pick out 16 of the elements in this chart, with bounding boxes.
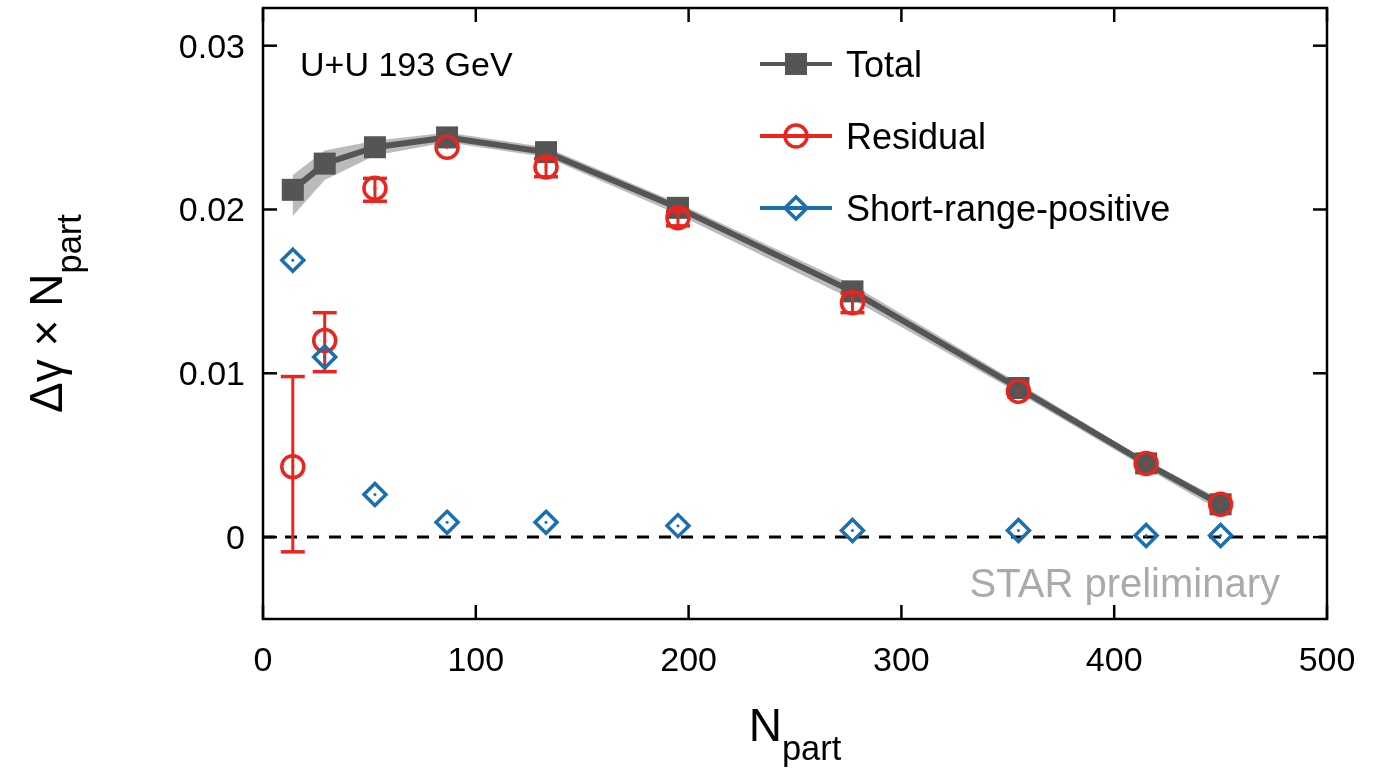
y-tick-label: 0.03	[178, 26, 245, 65]
legend-label: Short-range-positive	[846, 188, 1171, 229]
x-tick-label: 200	[660, 640, 717, 678]
x-tick-label: 0	[253, 640, 273, 678]
y-tick-label: 0.01	[178, 354, 245, 393]
y-tick-label: 0	[226, 518, 245, 557]
x-axis-title: N$_{part}$	[748, 699, 842, 767]
legend-label: Total	[846, 44, 923, 85]
annotation: STAR preliminary	[969, 561, 1280, 605]
x-tick-label: 500	[1298, 640, 1356, 678]
x-tick-label: 400	[1085, 640, 1143, 678]
legend-label: Residual	[846, 116, 987, 157]
x-tick-label: 300	[873, 640, 930, 678]
annotation: U+U 193 GeV	[300, 45, 513, 83]
y-tick-label: 0.02	[178, 190, 245, 229]
x-tick-label: 100	[447, 640, 505, 678]
